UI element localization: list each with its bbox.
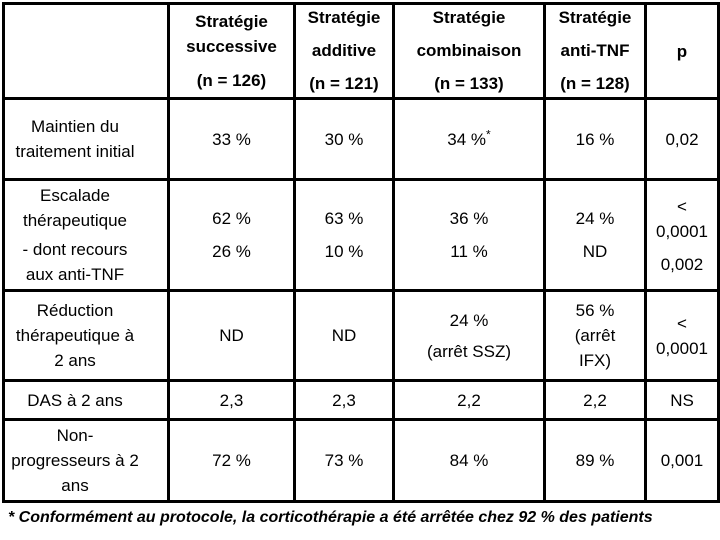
row-sublabel-text: - dont recours aux anti-TNF — [22, 240, 128, 284]
cell-escalade-additive: 63 % 10 % — [293, 178, 395, 292]
cell-das-combinaison: 2,2 — [392, 379, 546, 421]
row-label-text: Escalade thérapeutique — [23, 186, 127, 230]
row-label-text: Maintien du traitement initial — [15, 117, 135, 161]
header-line: anti-TNF — [560, 41, 630, 60]
cell-subvalue: 10 % — [324, 242, 364, 261]
cell-non-progresseurs-additive: 73 % — [293, 418, 395, 503]
cell-maintien-additive: 30 % — [293, 97, 395, 181]
header-line: additive — [311, 41, 377, 60]
header-p-label: p — [676, 41, 688, 61]
cell-escalade-combinaison: 36 % 11 % — [392, 178, 546, 292]
row-escalade: Escalade thérapeutique - dont recours au… — [2, 178, 720, 292]
col-header-combinaison: Stratégie combinaison (n = 133) — [392, 2, 546, 100]
footnote: * Conformément au protocole, la corticot… — [8, 509, 653, 526]
cell-escalade-anti-tnf: 24 % ND — [543, 178, 647, 292]
header-line: Stratégie — [195, 11, 268, 31]
p-subvalue: 0,002 — [660, 254, 704, 274]
header-n-count: (n = 121) — [309, 74, 379, 93]
cell-das-successive: 2,3 — [167, 379, 296, 421]
cell-reduction-combinaison: 24 % (arrêt SSZ) — [392, 289, 546, 382]
row-maintien: Maintien du traitement initial 33 % 30 %… — [2, 97, 720, 181]
cell-maintien-successive: 33 % — [167, 97, 296, 181]
cell-das-anti-tnf: 2,2 — [543, 379, 647, 421]
cell-value: 24 % — [575, 209, 615, 228]
header-line: combinaison — [416, 41, 522, 60]
treatment-strategies-table: Stratégie successive (n = 126) Stratégie… — [2, 2, 720, 503]
cell-maintien-anti-tnf: 16 % — [543, 97, 647, 181]
cell-value: 34 % — [447, 129, 487, 149]
row-non-progresseurs: Non-progresseurs à 2 ans 72 % 73 % 84 % … — [2, 418, 720, 503]
col-header-successive: Stratégie successive (n = 126) — [167, 2, 296, 100]
col-header-additive: Stratégie additive (n = 121) — [293, 2, 395, 100]
cell-non-progresseurs-successive: 72 % — [167, 418, 296, 503]
cell-value: 63 % — [324, 209, 364, 228]
cell-reduction-anti-tnf: 56 % (arrêt IFX) — [543, 289, 647, 382]
cell-non-progresseurs-combinaison: 84 % — [392, 418, 546, 503]
row-reduction: Réduction thérapeutique à 2 ans ND ND 24… — [2, 289, 720, 382]
cell-das-additive: 2,3 — [293, 379, 395, 421]
cell-escalade-p: < 0,0001 0,002 — [644, 178, 720, 292]
header-line: successive — [186, 36, 277, 56]
cell-das-p: NS — [644, 379, 720, 421]
header-n-count: (n = 128) — [560, 74, 630, 93]
row-label-escalade: Escalade thérapeutique - dont recours au… — [2, 178, 170, 292]
cell-non-progresseurs-anti-tnf: 89 % — [543, 418, 647, 503]
cell-value: 56 % — [575, 301, 615, 320]
row-label-non-progresseurs: Non-progresseurs à 2 ans — [2, 418, 170, 503]
cell-note: (arrêt SSZ) — [426, 341, 512, 361]
header-n-count: (n = 133) — [434, 74, 504, 93]
cell-maintien-p: 0,02 — [644, 97, 720, 181]
cell-subvalue: ND — [582, 242, 608, 261]
cell-value: 24 % — [449, 310, 489, 330]
cell-subvalue: 26 % — [212, 242, 251, 261]
col-header-p: p — [644, 2, 720, 100]
col-header-anti-tnf: Stratégie anti-TNF (n = 128) — [543, 2, 647, 100]
row-label-text: Réduction thérapeutique à 2 ans — [15, 301, 135, 370]
cell-value: 62 % — [212, 209, 251, 228]
cell-non-progresseurs-p: 0,001 — [644, 418, 720, 503]
cell-note: (arrêt IFX) — [574, 326, 616, 370]
corner-cell — [2, 2, 170, 100]
cell-value: 36 % — [449, 209, 489, 228]
cell-reduction-successive: ND — [167, 289, 296, 382]
row-label-reduction: Réduction thérapeutique à 2 ans — [2, 289, 170, 382]
header-n-count: (n = 126) — [196, 70, 267, 90]
footnote-marker: * — [486, 126, 491, 141]
cell-subvalue: 11 % — [450, 242, 488, 261]
p-value: < 0,0001 — [656, 196, 708, 241]
cell-reduction-p: < 0,0001 — [644, 289, 720, 382]
table-header-row: Stratégie successive (n = 126) Stratégie… — [2, 2, 720, 100]
header-line: Stratégie — [307, 8, 381, 27]
row-das: DAS à 2 ans 2,3 2,3 2,2 2,2 NS — [2, 379, 720, 421]
header-line: Stratégie — [558, 8, 632, 27]
cell-escalade-successive: 62 % 26 % — [167, 178, 296, 292]
cell-maintien-combinaison: 34 %* — [392, 97, 546, 181]
row-label-das: DAS à 2 ans — [2, 379, 170, 421]
row-label-maintien: Maintien du traitement initial — [2, 97, 170, 181]
row-label-text: Non-progresseurs à 2 ans — [11, 426, 139, 495]
header-line: Stratégie — [432, 8, 506, 27]
cell-reduction-additive: ND — [293, 289, 395, 382]
row-label-text: DAS à 2 ans — [27, 390, 123, 410]
